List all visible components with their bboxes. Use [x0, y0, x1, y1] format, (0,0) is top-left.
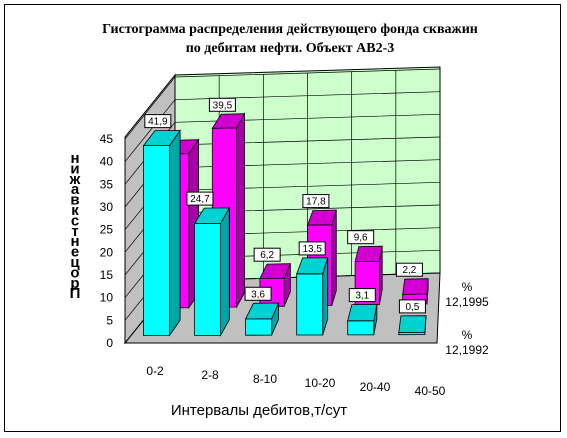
legend-label: % — [462, 328, 473, 342]
bar-top — [402, 278, 429, 295]
data-label-box — [253, 247, 281, 262]
data-label: 24,7 — [190, 194, 210, 205]
y-axis-ticks: 0 5 10 15 20 25 30 35 40 45 — [100, 132, 114, 350]
data-label-box — [398, 299, 426, 314]
y-label-glyph: р — [70, 275, 79, 292]
x-tick-label: 2-8 — [201, 368, 219, 382]
bar-front — [143, 145, 171, 336]
y-label-glyph: с — [71, 212, 79, 229]
chart-frame: Гистограмма распределения действующего ф… — [4, 4, 561, 432]
bar-series2-2-8: 24,7 — [186, 191, 230, 337]
x-tick-label: 8-10 — [253, 372, 277, 386]
bar-top — [296, 257, 329, 275]
bar-front — [245, 318, 273, 336]
x-tick-label: 0-2 — [146, 364, 164, 378]
bar-series2-8-10: 3,6 — [244, 286, 280, 336]
y-label-glyph: а — [71, 181, 80, 198]
bar-series2-20-40: 3,1 — [347, 288, 378, 336]
x-axis-label: Интервалы дебитов,т/сут — [171, 402, 347, 419]
y-tick-label: 5 — [106, 313, 113, 327]
y-tick-label: 15 — [100, 268, 114, 282]
bar-side — [169, 129, 181, 337]
data-label-box — [302, 194, 330, 209]
data-label-box — [244, 286, 272, 301]
y-label-glyph: т — [71, 223, 78, 240]
y-label-glyph: н — [70, 233, 79, 250]
y-label-glyph: к — [71, 202, 79, 219]
bar-series1-20-40: 9,6 — [347, 230, 383, 306]
y-label-glyph: о — [70, 264, 79, 281]
y-label-glyph: П — [70, 285, 81, 302]
data-label: 9,6 — [354, 233, 368, 244]
bar-series2-10-20: 13,5 — [296, 241, 329, 336]
bar-top — [244, 302, 280, 320]
y-label-glyph: ц — [70, 254, 80, 271]
y-label-glyph: ж — [69, 171, 81, 188]
y-tick-label: 25 — [100, 223, 114, 237]
data-label: 3,1 — [355, 291, 369, 302]
x-tick-label: 20-40 — [360, 380, 391, 394]
data-label: 0,5 — [405, 302, 419, 313]
data-label: 6,2 — [260, 250, 274, 261]
legend-label: % — [462, 280, 473, 294]
data-label: 13,5 — [302, 244, 322, 255]
bar-side — [236, 112, 245, 309]
bar-top — [354, 245, 383, 263]
legend-label: 12,1992 — [445, 343, 489, 357]
x-tick-label: 40-50 — [415, 384, 446, 398]
data-label-box — [348, 288, 376, 303]
bar-top — [211, 113, 246, 129]
x-tick-label: 10-20 — [305, 376, 336, 390]
y-label-glyph: н — [70, 150, 79, 167]
bar-top — [259, 263, 292, 279]
data-label-box — [298, 241, 326, 256]
data-label: 3,6 — [251, 289, 265, 300]
y-label-glyph: в — [70, 192, 79, 209]
bar-series2-0-2: 41,9 — [142, 114, 181, 337]
y-tick-label: 20 — [100, 245, 114, 259]
bar-top — [193, 207, 230, 224]
bar-top — [306, 209, 337, 226]
bar-top — [347, 303, 378, 322]
bar-side — [220, 206, 230, 337]
y-label-glyph: е — [71, 244, 79, 261]
x-axis-ticks: 0-2 2-8 8-10 10-20 20-40 40-50 — [146, 364, 445, 398]
bar-front — [347, 320, 375, 336]
data-label-box — [208, 97, 236, 112]
bar-series2-40-50: 0,5 — [398, 299, 427, 336]
y-tick-label: 45 — [100, 132, 114, 146]
legend: %12,1995%12,1992 — [445, 280, 489, 357]
y-tick-label: 0 — [106, 336, 113, 350]
data-label: 41,9 — [148, 117, 168, 128]
y-tick-label: 10 — [100, 291, 114, 305]
y-tick-label: 40 — [100, 155, 114, 169]
legend-label: 12,1995 — [445, 295, 489, 309]
bar-front — [194, 222, 222, 336]
data-label-box — [395, 262, 423, 277]
data-label-box — [186, 191, 214, 206]
bar-top — [398, 315, 427, 333]
data-label: 39,5 — [213, 100, 233, 111]
chart-title-line2: по дебитам нефти. Объект АВ2-3 — [186, 41, 395, 56]
y-label-glyph: и — [70, 160, 79, 177]
chart-bars: 39,5 6,2 17,8 9,6 2,2 41,9 24,7 3,6 13,5 3,1 0,5 — [142, 97, 429, 337]
y-tick-label: 35 — [100, 177, 114, 191]
data-label-box — [347, 230, 375, 245]
bar-side — [331, 209, 337, 306]
bar-top — [142, 129, 181, 147]
bar-front — [296, 273, 324, 336]
chart-title-line1: Гистограмма распределения действующего ф… — [102, 22, 478, 37]
data-label: 17,8 — [306, 197, 326, 208]
y-tick-label: 30 — [100, 200, 114, 214]
data-label: 2,2 — [402, 265, 416, 276]
data-label-box — [144, 114, 172, 129]
histogram-chart: Гистограмма распределения действующего ф… — [69, 22, 489, 419]
